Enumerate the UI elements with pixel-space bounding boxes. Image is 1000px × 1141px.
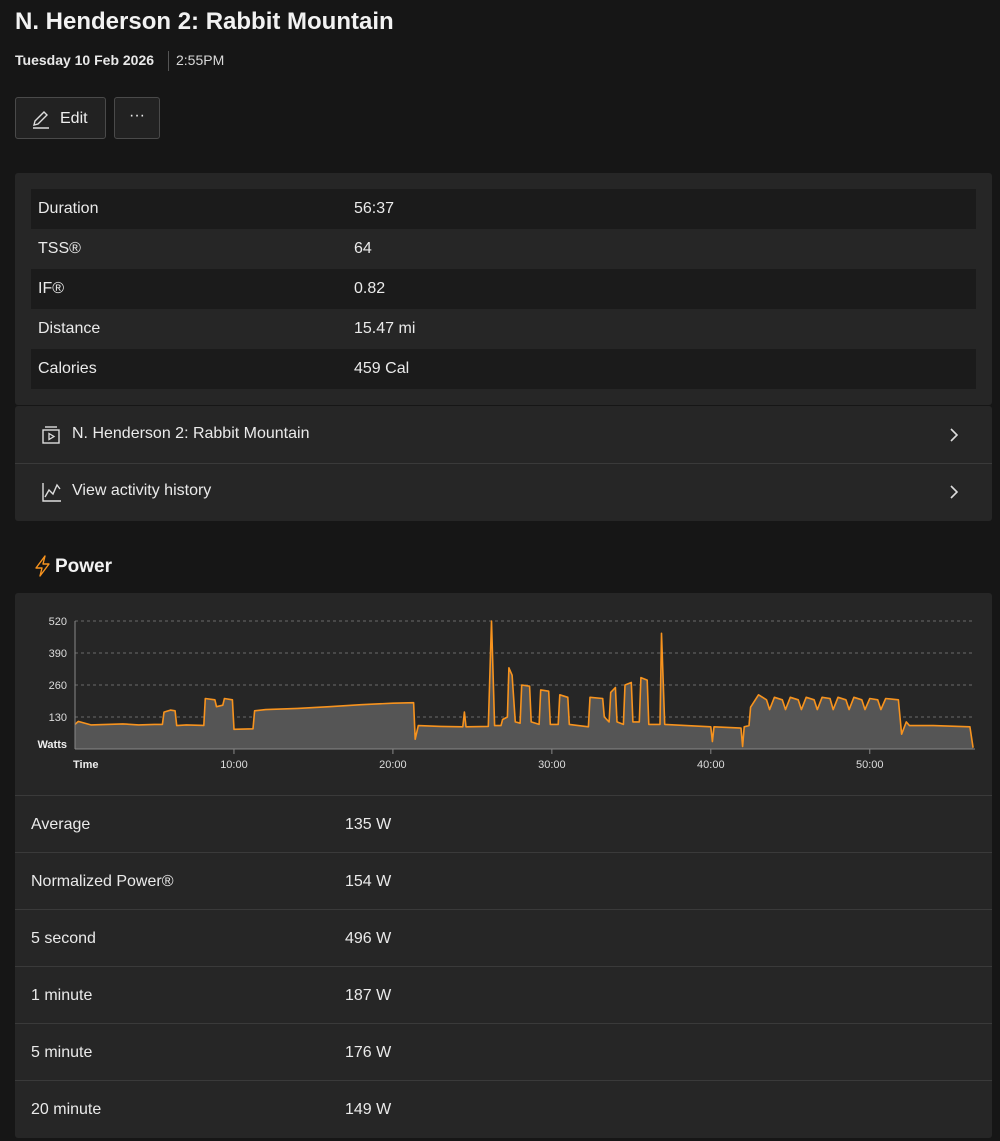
link-label: View activity history <box>72 482 212 499</box>
power-stat-row: Normalized Power® 154 W <box>15 852 992 909</box>
power-stat-value: 187 W <box>345 987 392 1004</box>
chevron-icon <box>950 428 959 442</box>
power-stat-label: 5 second <box>31 930 96 947</box>
summary-label: Distance <box>38 320 101 337</box>
edit-label: Edit <box>60 110 88 127</box>
power-stat-label: Normalized Power® <box>31 873 174 890</box>
more-button[interactable]: ··· <box>114 97 160 139</box>
power-title: Power <box>55 556 113 577</box>
summary-row: TSS® 64 <box>31 229 976 269</box>
edit-button[interactable]: Edit <box>15 97 106 139</box>
history-icon <box>42 483 61 502</box>
activity-date: Tuesday 10 Feb 2026 <box>15 52 155 68</box>
x-tick-label: 20:00 <box>379 759 407 771</box>
power-stat-label: Average <box>31 816 91 833</box>
summary-value: 56:37 <box>354 200 395 217</box>
summary-value: 0.82 <box>354 280 386 297</box>
power-chart: 130 260 390 520 Watts Time 10:00 20:00 30:00 40:0… <box>37 616 975 771</box>
summary-label: Calories <box>38 360 97 377</box>
x-axis-label: Time <box>73 759 98 771</box>
link-label: N. Henderson 2: Rabbit Mountain <box>72 425 310 442</box>
summary-value: 459 Cal <box>354 360 410 377</box>
activity-time: 2:55PM <box>176 52 225 68</box>
power-stat-value: 176 W <box>345 1044 392 1061</box>
y-tick-label: 520 <box>49 616 67 628</box>
divider <box>15 463 992 464</box>
summary-row: Distance 15.47 mi <box>31 309 976 349</box>
summary-panel: Duration 56:37 TSS® 64 IF® 0.82 Distance 15.47 … <box>15 173 992 405</box>
link-row[interactable]: N. Henderson 2: Rabbit Mountain <box>15 406 992 463</box>
y-tick-label: 130 <box>49 712 67 724</box>
power-stat-value: 496 W <box>345 930 392 947</box>
summary-label: IF® <box>38 280 65 297</box>
summary-value: 64 <box>354 240 372 257</box>
summary-label: TSS® <box>38 240 81 257</box>
summary-row: IF® 0.82 <box>31 269 976 309</box>
x-tick-label: 10:00 <box>220 759 248 771</box>
line <box>74 620 974 748</box>
power-stat-value: 149 W <box>345 1101 392 1118</box>
separator <box>168 51 169 71</box>
workout-icon <box>42 426 60 444</box>
power-stat-row: 5 minute 176 W <box>15 1023 992 1080</box>
power-stat-row: Average 135 W <box>15 795 992 852</box>
power-stat-row: 1 minute 187 W <box>15 966 992 1023</box>
x-tick-label: 40:00 <box>697 759 725 771</box>
summary-row: Calories 459 Cal <box>31 349 976 389</box>
y-axis-label: Watts <box>37 739 67 751</box>
power-stat-label: 1 minute <box>31 987 93 1004</box>
power-stat-value: 154 W <box>345 873 392 890</box>
y-tick-label: 390 <box>49 648 67 660</box>
x-tick-label: 50:00 <box>856 759 884 771</box>
power-stat-label: 5 minute <box>31 1044 93 1061</box>
y-tick-label: 260 <box>49 680 67 692</box>
power-stat-row: 20 minute 149 W <box>15 1080 992 1137</box>
summary-value: 15.47 mi <box>354 320 416 337</box>
more-label: ··· <box>129 107 145 124</box>
activity-title: N. Henderson 2: Rabbit Mountain <box>15 8 394 35</box>
power-stat-label: 20 minute <box>31 1101 102 1118</box>
power-icon <box>35 555 50 577</box>
area <box>75 621 974 749</box>
chevron-icon <box>950 485 959 499</box>
power-stat-value: 135 W <box>345 816 392 833</box>
power-panel: 130 260 390 520 Watts Time 10:00 20:00 30:00 40:0… <box>15 593 992 1138</box>
summary-label: Duration <box>38 200 99 217</box>
x-tick-label: 30:00 <box>538 759 566 771</box>
pencil-icon <box>33 111 49 129</box>
links-panel: N. Henderson 2: Rabbit Mountain View acti… <box>15 406 992 521</box>
link-row[interactable]: View activity history <box>15 463 992 520</box>
summary-row: Duration 56:37 <box>31 189 976 229</box>
power-stat-row: 5 second 496 W <box>15 909 992 966</box>
